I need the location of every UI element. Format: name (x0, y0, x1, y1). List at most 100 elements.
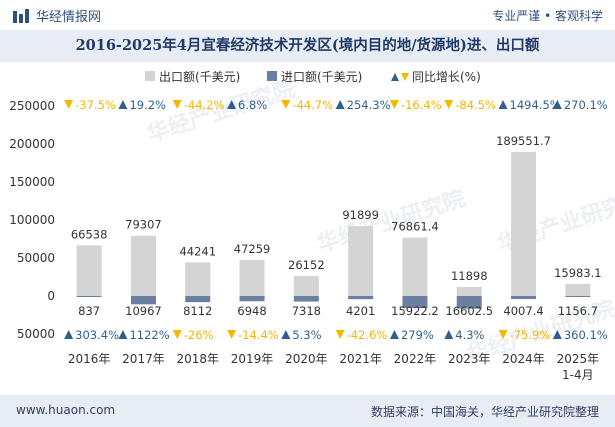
export-bar (348, 226, 374, 296)
y-tick-label: 0 (47, 289, 55, 303)
export-bar (130, 235, 156, 296)
export-bar (76, 245, 102, 296)
import-value-label: 8112 (183, 304, 212, 318)
export-bar (402, 237, 428, 296)
import-growth-label: -75.9% (510, 328, 551, 342)
import-bar (402, 296, 428, 309)
y-tick-label: 150000 (9, 175, 55, 189)
brand: 华经情报网 (12, 6, 101, 25)
legend-up-arrow-icon (391, 73, 399, 81)
y-tick-label: 50000 (17, 251, 55, 265)
import-growth-label: 303.4% (75, 328, 119, 342)
chart-title: 2016-2025年4月宜春经济技术开发区(境内目的地/货源地)进、出口额 (75, 37, 540, 54)
growth-labels: -37.5% 19.2% -44.2% 6.8% -44.7% 254.3% -16.4% -… (64, 98, 608, 342)
export-value-label: 91899 (342, 208, 379, 222)
export-value-label: 76861.4 (391, 220, 439, 234)
export-value-label: 79307 (125, 218, 162, 232)
export-growth-up-arrow-icon (498, 100, 508, 109)
export-bar (293, 276, 319, 296)
brand-logo-icon (13, 8, 29, 23)
import-value-label: 16602.5 (445, 304, 493, 318)
legend: 出口额(千美元) 进口额(千美元) 同比增长(%) (145, 70, 481, 84)
import-bar (130, 296, 156, 305)
export-growth-down-arrow-icon (172, 100, 182, 109)
legend-export-swatch (145, 71, 155, 81)
export-growth-label: 254.3% (347, 98, 391, 112)
import-bar (565, 296, 591, 297)
brand-name: 华经情报网 (36, 10, 102, 25)
import-growth-up-arrow-icon (389, 330, 399, 339)
x-tick-label: 2017年 (122, 352, 165, 366)
legend-growth-label: 同比增长(%) (412, 70, 481, 84)
import-growth-down-arrow-icon (498, 330, 508, 339)
export-growth-label: -44.7% (292, 98, 333, 112)
export-bar (239, 260, 265, 296)
import-bar (76, 296, 102, 297)
legend-down-arrow-icon (401, 73, 409, 81)
export-growth-up-arrow-icon (227, 100, 237, 109)
export-growth-label: -16.4% (401, 98, 442, 112)
x-tick-label: 2025年 (557, 352, 600, 366)
x-tick-label: 2019年 (231, 352, 274, 366)
export-growth-label: -37.5% (75, 98, 116, 112)
import-growth-down-arrow-icon (172, 330, 182, 339)
import-value-label: 837 (78, 304, 100, 318)
x-tick-label: 2022年 (394, 352, 437, 366)
import-growth-up-arrow-icon (64, 330, 74, 339)
import-value-label: 7318 (292, 304, 321, 318)
export-growth-label: -44.2% (184, 98, 225, 112)
import-growth-label: -14.4% (238, 328, 279, 342)
legend-export-label: 出口额(千美元) (159, 70, 240, 84)
export-growth-up-arrow-icon (335, 100, 345, 109)
import-bar (511, 296, 537, 300)
export-bar (456, 286, 482, 296)
legend-import-label: 进口额(千美元) (281, 70, 362, 84)
export-growth-down-arrow-icon (389, 100, 399, 109)
export-growth-up-arrow-icon (118, 100, 128, 109)
export-growth-down-arrow-icon (64, 100, 74, 109)
x-axis: 2016年 2017年 2018年 2019年 2020年 2021年 2022年 2023年… (68, 352, 599, 382)
x-tick-label: 2020年 (285, 352, 328, 366)
import-bar (456, 296, 482, 309)
export-value-label: 66538 (71, 227, 108, 241)
footer: www.huaon.com 数据来源：中国海关，华经产业研究院整理 (0, 395, 615, 427)
import-growth-up-arrow-icon (281, 330, 291, 339)
export-growth-down-arrow-icon (444, 100, 454, 109)
x-tick-label: 2016年 (68, 352, 111, 366)
export-growth-label: 1494.5% (510, 98, 561, 112)
export-growth-label: 270.1% (564, 98, 608, 112)
import-growth-label: -42.6% (347, 328, 388, 342)
export-growth-up-arrow-icon (552, 100, 562, 109)
footer-source: 数据来源：中国海关，华经产业研究院整理 (370, 405, 599, 419)
export-value-label: 47259 (234, 242, 271, 256)
export-value-label: 26152 (288, 258, 325, 272)
x-tick-label: 2021年 (339, 352, 382, 366)
title-bar: 2016-2025年4月宜春经济技术开发区(境内目的地/货源地)进、出口额 (0, 30, 615, 62)
import-value-label: 4007.4 (503, 304, 543, 318)
x-tick-label: 2023年 (448, 352, 491, 366)
import-growth-label: 5.3% (292, 328, 321, 342)
y-tick-label: 200000 (9, 137, 55, 151)
import-bar (239, 296, 265, 302)
import-growth-label: 279% (401, 328, 434, 342)
x-tick-label: 2024年 (502, 352, 545, 366)
import-bar (185, 296, 211, 303)
import-growth-label: 4.3% (455, 328, 484, 342)
y-tick-label: 100000 (9, 213, 55, 227)
import-value-label: 4201 (346, 304, 375, 318)
import-growth-label: 1122% (129, 328, 169, 342)
import-growth-up-arrow-icon (444, 330, 454, 339)
import-value-label: 6948 (237, 304, 266, 318)
export-bar (565, 283, 591, 296)
export-growth-down-arrow-icon (281, 100, 291, 109)
export-bar (185, 262, 211, 296)
import-bar (348, 296, 374, 300)
import-growth-label: -26% (184, 328, 214, 342)
export-value-label: 15983.1 (554, 266, 602, 280)
export-growth-label: 19.2% (129, 98, 166, 112)
export-value-label: 189551.7 (496, 134, 551, 148)
import-growth-down-arrow-icon (227, 330, 237, 339)
export-growth-label: -84.5% (455, 98, 496, 112)
top-bar: 华经情报网 专业严谨 • 客观科学 (0, 0, 615, 30)
